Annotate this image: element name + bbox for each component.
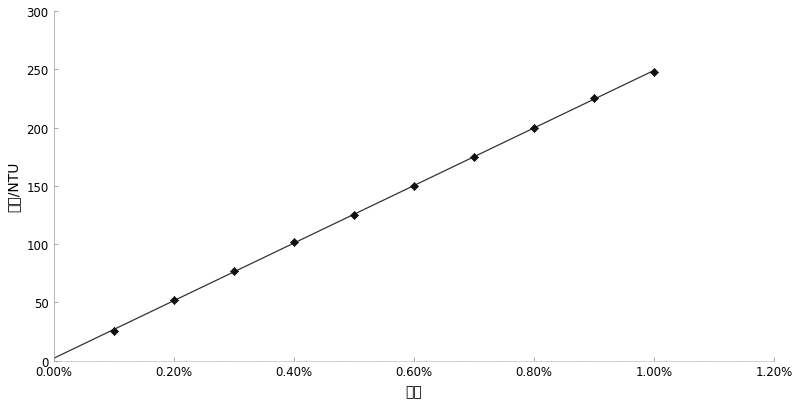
Y-axis label: 浊度/NTU: 浊度/NTU (7, 161, 21, 211)
X-axis label: 浓度: 浓度 (406, 384, 422, 398)
